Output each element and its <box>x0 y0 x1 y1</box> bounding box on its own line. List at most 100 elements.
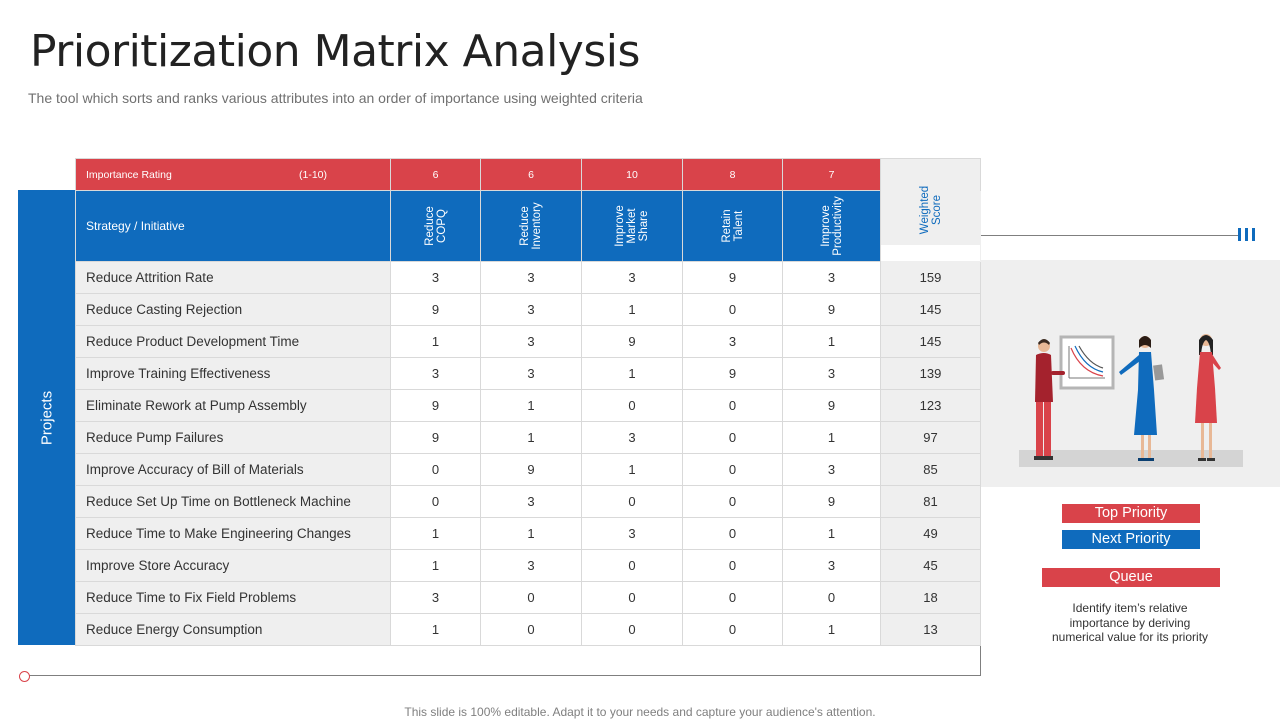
weighted-score-cell: 49 <box>880 517 981 550</box>
score-cell: 0 <box>480 581 582 614</box>
weighted-score-cell: 97 <box>880 421 981 454</box>
score-cell: 1 <box>782 421 881 454</box>
importance-rating-header: Importance Rating (1-10) <box>75 158 391 191</box>
score-cell: 3 <box>782 549 881 582</box>
score-cell: 1 <box>782 517 881 550</box>
score-cell: 1 <box>581 357 683 390</box>
table-row: Improve Accuracy of Bill of Materials 0 9 1… <box>75 453 981 486</box>
strategy-initiative-header: Strategy / Initiative <box>75 190 391 262</box>
criterion-header: Reduce COPQ <box>390 190 481 262</box>
score-cell: 3 <box>480 325 582 358</box>
rating-cell: 8 <box>682 158 783 191</box>
weighted-score-header: Weighted Score <box>880 174 981 246</box>
score-cell: 0 <box>581 581 683 614</box>
score-cell: 0 <box>390 485 481 518</box>
circle-end-icon <box>19 671 30 682</box>
score-cell: 1 <box>480 389 582 422</box>
score-cell: 1 <box>390 517 481 550</box>
score-cell: 9 <box>782 485 881 518</box>
projects-group-label: Projects <box>18 190 75 645</box>
table-row: Reduce Attrition Rate 3 3 3 9 3 159 <box>75 261 981 294</box>
footer-text: This slide is 100% editable. Adapt it to… <box>404 705 876 719</box>
weighted-score-cell: 159 <box>880 261 981 294</box>
frame-line-bottom <box>28 675 981 676</box>
score-cell: 3 <box>682 325 783 358</box>
score-cell: 1 <box>782 613 881 646</box>
criterion-header: Reduce Inventory <box>480 190 582 262</box>
score-cell: 0 <box>682 389 783 422</box>
score-cell: 0 <box>682 293 783 326</box>
weighted-score-cell: 123 <box>880 389 981 422</box>
projects-label-text: Projects <box>38 390 55 445</box>
initiative-name: Reduce Casting Rejection <box>75 293 391 326</box>
score-cell: 3 <box>480 357 582 390</box>
criterion-label: Improve Productivity <box>819 196 844 256</box>
score-cell: 0 <box>682 517 783 550</box>
priority-note: Identify item’s relative importance by d… <box>1051 601 1209 644</box>
table-row: Reduce Casting Rejection 9 3 1 0 9 145 <box>75 293 981 326</box>
table-row: Improve Store Accuracy 1 3 0 0 3 45 <box>75 549 981 582</box>
score-cell: 0 <box>480 613 582 646</box>
rating-cell: 10 <box>581 158 683 191</box>
table-row: Reduce Product Development Time 1 3 9 3 1 145 <box>75 325 981 358</box>
score-cell: 9 <box>581 325 683 358</box>
score-cell: 3 <box>390 261 481 294</box>
table-row: Reduce Set Up Time on Bottleneck Machine… <box>75 485 981 518</box>
score-cell: 1 <box>581 453 683 486</box>
initiative-name: Improve Accuracy of Bill of Materials <box>75 453 391 486</box>
connector-line-top <box>980 235 1238 236</box>
legend-next-priority: Next Priority <box>1062 530 1200 549</box>
score-cell: 0 <box>682 453 783 486</box>
score-cell: 9 <box>390 421 481 454</box>
score-cell: 0 <box>682 421 783 454</box>
score-cell: 1 <box>480 421 582 454</box>
score-cell: 0 <box>581 613 683 646</box>
bars-icon <box>1238 228 1255 241</box>
legend-top-priority: Top Priority <box>1062 504 1200 523</box>
importance-rating-label: Importance Rating <box>86 168 172 181</box>
score-cell: 0 <box>581 549 683 582</box>
initiative-name: Reduce Time to Make Engineering Changes <box>75 517 391 550</box>
initiative-name: Reduce Time to Fix Field Problems <box>75 581 391 614</box>
page-subtitle: The tool which sorts and ranks various a… <box>28 90 643 106</box>
initiative-name: Reduce Pump Failures <box>75 421 391 454</box>
initiative-name: Reduce Set Up Time on Bottleneck Machine <box>75 485 391 518</box>
criterion-label: Improve Market Share <box>614 205 650 247</box>
table-row: Improve Training Effectiveness 3 3 1 9 3 139 <box>75 357 981 390</box>
illustration-panel <box>981 260 1280 487</box>
score-cell: 1 <box>390 549 481 582</box>
score-cell: 3 <box>480 261 582 294</box>
table-row: Reduce Energy Consumption 1 0 0 0 1 13 <box>75 613 981 646</box>
criterion-label: Reduce Inventory <box>519 202 543 250</box>
score-cell: 1 <box>480 517 582 550</box>
criterion-label: Retain Talent <box>720 209 745 243</box>
score-cell: 0 <box>682 581 783 614</box>
importance-rating-row: Importance Rating (1-10) 6 6 10 8 7 <box>75 158 981 191</box>
score-cell: 3 <box>480 485 582 518</box>
weighted-score-cell: 145 <box>880 293 981 326</box>
weighted-score-cell: 145 <box>880 325 981 358</box>
table-body: Reduce Attrition Rate 3 3 3 9 3 159 Reduce Cast… <box>75 261 981 646</box>
score-cell: 0 <box>682 485 783 518</box>
initiative-name: Reduce Energy Consumption <box>75 613 391 646</box>
score-cell: 3 <box>782 357 881 390</box>
presentation-illustration <box>1019 334 1243 467</box>
score-cell: 1 <box>782 325 881 358</box>
score-cell: 9 <box>480 453 582 486</box>
criteria-header-row: Strategy / Initiative Reduce COPQ Reduce… <box>75 174 981 262</box>
initiative-name: Reduce Attrition Rate <box>75 261 391 294</box>
score-cell: 3 <box>390 581 481 614</box>
score-cell: 9 <box>682 261 783 294</box>
criterion-header: Improve Productivity <box>782 190 881 262</box>
table-row: Reduce Time to Make Engineering Changes 1… <box>75 517 981 550</box>
initiative-name: Eliminate Rework at Pump Assembly <box>75 389 391 422</box>
score-cell: 0 <box>581 389 683 422</box>
score-cell: 1 <box>390 613 481 646</box>
score-cell: 3 <box>581 517 683 550</box>
prioritization-table: Importance Rating (1-10) 6 6 10 8 7 Strat… <box>75 158 981 646</box>
weighted-score-cell: 45 <box>880 549 981 582</box>
criterion-header: Retain Talent <box>682 190 783 262</box>
score-cell: 0 <box>390 453 481 486</box>
score-cell: 0 <box>782 581 881 614</box>
table-row: Reduce Pump Failures 9 1 3 0 1 97 <box>75 421 981 454</box>
